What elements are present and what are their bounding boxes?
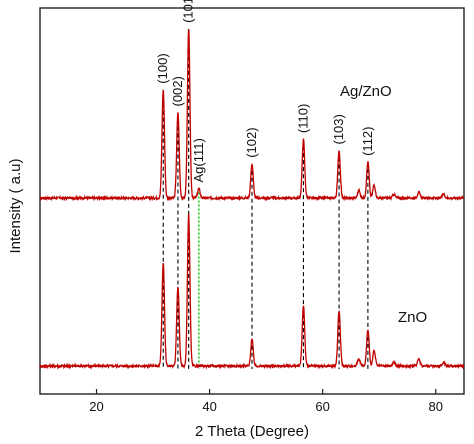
- reference-lines: [162, 28, 369, 369]
- peak-label-4: (102): [244, 127, 259, 157]
- x-tick-label-0: 20: [89, 399, 103, 414]
- series-line-agzno: [39, 29, 465, 202]
- peak-label-5: (110): [295, 104, 310, 133]
- peak-label-6: (103): [331, 114, 346, 144]
- series-lines: [39, 29, 465, 370]
- peak-label-1: (002): [170, 76, 185, 106]
- x-tick-label-2: 60: [315, 399, 329, 414]
- peak-label-0: (100): [155, 53, 170, 83]
- peak-label-7: (112): [360, 127, 375, 156]
- x-axis-title: 2 Theta (Degree): [195, 423, 309, 440]
- peak-label-3: Ag(111): [191, 138, 206, 182]
- series-label-agzno: Ag/ZnO: [340, 83, 392, 100]
- x-tick-label-1: 40: [202, 399, 216, 414]
- plot-frame: [39, 7, 465, 395]
- x-axis-ticks: 20 40 60 80: [89, 389, 443, 414]
- peak-labels: (100)(002) (101) Ag(111) (102) (110) (103) (11…: [155, 0, 375, 183]
- y-axis-title: Intensity ( a.u): [7, 158, 24, 253]
- series-label-zno: ZnO: [398, 309, 427, 326]
- series-line-zno: [39, 213, 465, 370]
- peak-label-2: (101): [181, 0, 196, 23]
- x-tick-label-3: 80: [428, 399, 442, 414]
